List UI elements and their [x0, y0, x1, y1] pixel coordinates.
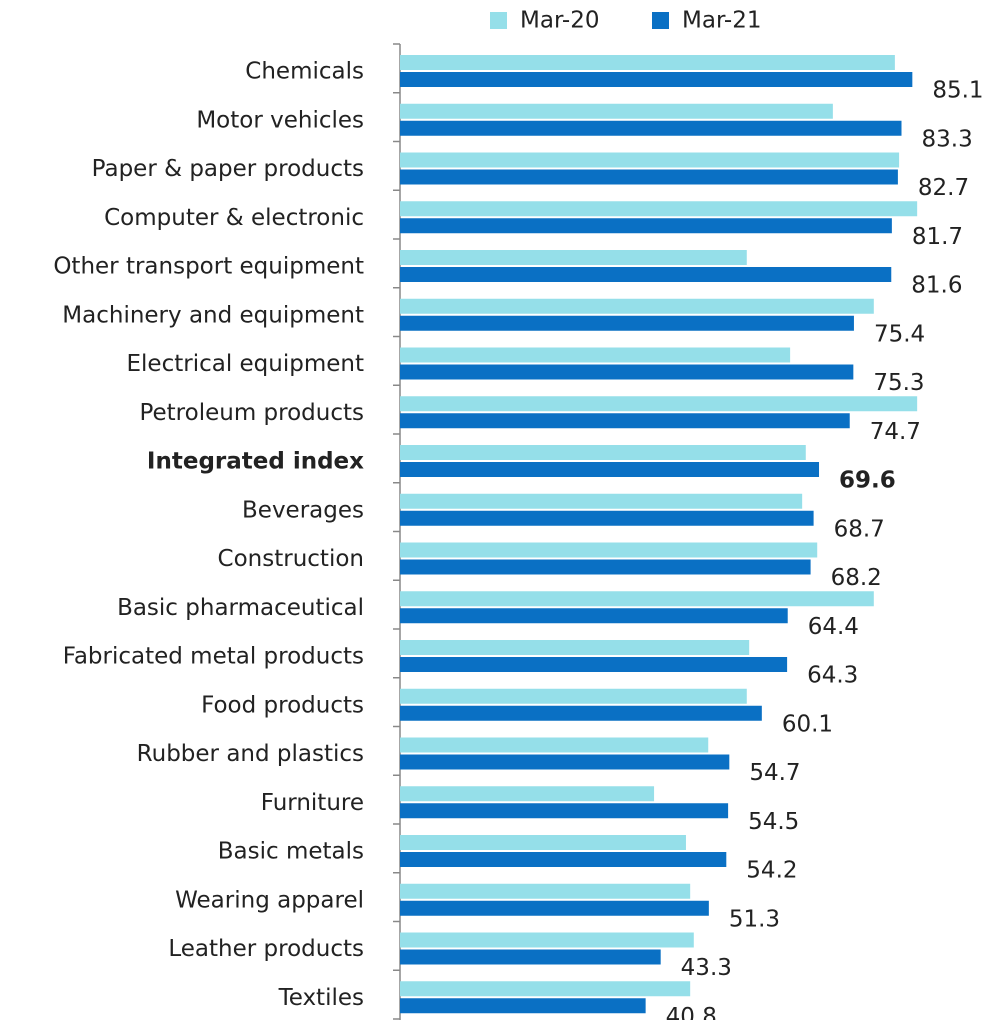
- bar: [400, 640, 750, 655]
- bar: [400, 55, 895, 70]
- value-label: 51.3: [729, 906, 780, 932]
- bar: [400, 754, 730, 770]
- value-label: 64.4: [808, 614, 859, 640]
- value-label: 81.7: [912, 224, 963, 250]
- value-label: 82.7: [918, 175, 969, 201]
- bar: [400, 883, 691, 899]
- category-label: Basic metals: [218, 839, 364, 865]
- category-label: Paper & paper products: [92, 156, 364, 182]
- legend-label: Mar-21: [682, 8, 762, 34]
- value-label: 54.2: [746, 858, 797, 884]
- category-label: Electrical equipment: [127, 351, 365, 377]
- category-label: Textiles: [278, 985, 364, 1011]
- bar: [400, 803, 729, 819]
- category-label: Beverages: [242, 497, 364, 523]
- bar: [400, 852, 727, 867]
- value-label: 68.7: [834, 516, 885, 542]
- legend-swatch: [490, 12, 507, 29]
- category-label: Other transport equipment: [53, 254, 364, 280]
- category-label: Leather products: [168, 936, 364, 962]
- category-label: Chemicals: [245, 59, 364, 85]
- category-label: Fabricated metal products: [63, 644, 364, 670]
- bar: [400, 250, 747, 265]
- value-label: 75.4: [874, 321, 925, 347]
- bar: [400, 835, 686, 850]
- category-label: Integrated index: [147, 449, 364, 475]
- value-label: 68.2: [831, 565, 882, 591]
- category-label: Machinery and equipment: [62, 302, 364, 328]
- bar: [400, 169, 898, 185]
- bar: [400, 949, 661, 965]
- bar: [400, 900, 709, 916]
- value-label: 54.5: [748, 809, 799, 835]
- category-label: Food products: [201, 692, 364, 718]
- bar: [400, 72, 913, 87]
- category-label: Rubber and plastics: [137, 741, 364, 767]
- bar: [400, 201, 918, 217]
- bar: [400, 998, 646, 1014]
- value-label: 69.6: [839, 468, 896, 494]
- legend-label: Mar-20: [520, 8, 600, 34]
- bar: [400, 932, 694, 948]
- category-label: Furniture: [261, 790, 364, 816]
- bar: [400, 688, 747, 704]
- value-label: 60.1: [782, 711, 833, 737]
- bar: [400, 413, 850, 429]
- bar: [400, 120, 902, 136]
- value-label: 74.7: [870, 419, 921, 445]
- value-label: 64.3: [807, 663, 858, 689]
- category-label: Motor vehicles: [196, 107, 364, 133]
- category-label: Basic pharmaceutical: [117, 595, 364, 621]
- bar: [400, 559, 811, 575]
- bar: [400, 493, 803, 509]
- bar: [400, 267, 892, 282]
- value-label: 54.7: [749, 760, 800, 786]
- category-label: Computer & electronic: [104, 205, 364, 231]
- bar: [400, 657, 788, 672]
- bar: [400, 786, 655, 802]
- bar: [400, 103, 833, 119]
- value-label: 81.6: [911, 273, 962, 299]
- bar: [400, 705, 762, 721]
- bar: [400, 591, 874, 607]
- bar: [400, 298, 874, 314]
- bar: [400, 364, 854, 380]
- bar: [400, 218, 892, 234]
- value-label: 83.3: [922, 126, 973, 152]
- bar: [400, 396, 918, 412]
- legend-swatch: [652, 12, 669, 29]
- value-label: 43.3: [681, 955, 732, 981]
- bar: [400, 542, 818, 558]
- bar: [400, 737, 709, 753]
- bar: [400, 315, 854, 331]
- category-label: Construction: [218, 546, 364, 572]
- value-label: 75.3: [873, 370, 924, 396]
- bar: [400, 608, 788, 624]
- bar: [400, 152, 900, 168]
- bar: [400, 981, 691, 997]
- category-label: Wearing apparel: [175, 887, 364, 913]
- category-label: Petroleum products: [139, 400, 364, 426]
- bar: [400, 445, 806, 460]
- bar: [400, 462, 820, 477]
- bar: [400, 510, 814, 526]
- value-label: 40.8: [666, 1004, 717, 1020]
- bar: [400, 347, 791, 363]
- value-label: 85.1: [932, 78, 983, 104]
